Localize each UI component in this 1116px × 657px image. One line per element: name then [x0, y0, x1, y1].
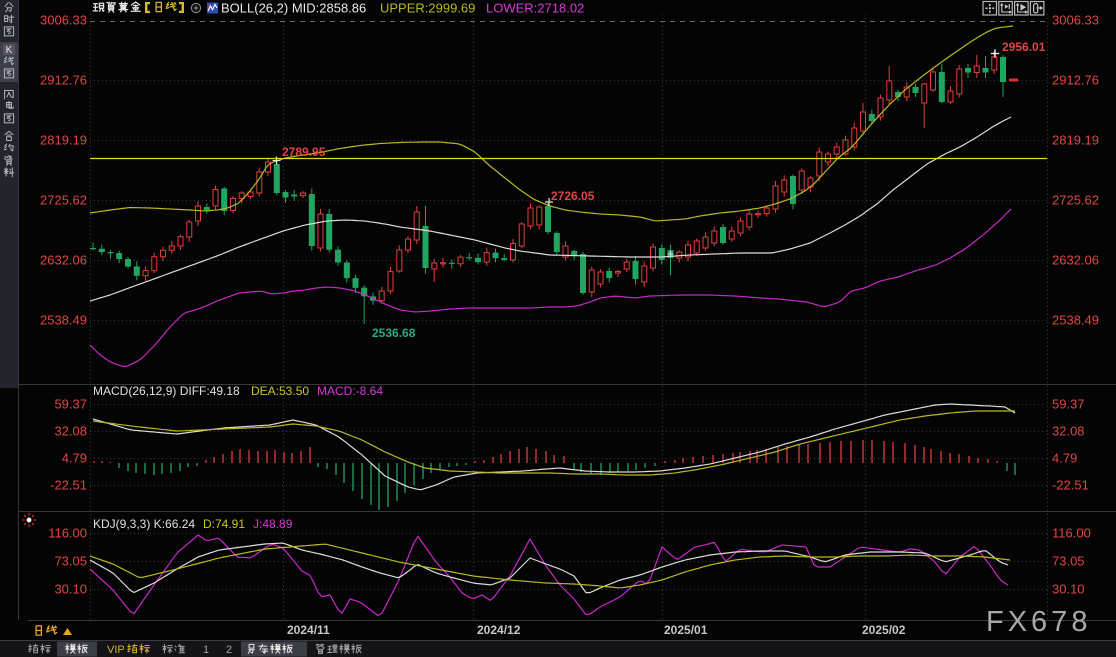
svg-text:1: 1	[203, 644, 209, 656]
svg-text:VIP: VIP	[107, 644, 125, 656]
svg-text:59.37: 59.37	[54, 397, 87, 412]
svg-text:MACD:-8.64: MACD:-8.64	[317, 384, 383, 398]
svg-text:4.79: 4.79	[62, 451, 87, 466]
svg-text:73.05: 73.05	[54, 554, 87, 569]
svg-text:116.00: 116.00	[48, 526, 87, 541]
svg-text:2725.62: 2725.62	[1052, 193, 1099, 208]
svg-text:2912.76: 2912.76	[40, 73, 87, 88]
svg-text:2632.06: 2632.06	[1052, 253, 1099, 268]
svg-text:116.00: 116.00	[1052, 526, 1091, 541]
svg-text:32.08: 32.08	[54, 424, 87, 439]
svg-text:KDJ(9,3,3) K:66.24: KDJ(9,3,3) K:66.24	[93, 517, 195, 531]
svg-text:-22.51: -22.51	[1052, 478, 1089, 493]
svg-text:2025/01: 2025/01	[664, 623, 708, 637]
svg-text:FX678: FX678	[986, 606, 1091, 638]
svg-text:2536.68: 2536.68	[372, 326, 416, 340]
svg-text:D:74.91: D:74.91	[203, 517, 245, 531]
svg-text:30.10: 30.10	[1052, 582, 1085, 597]
svg-text:2024/12: 2024/12	[477, 623, 521, 637]
svg-text:2726.05: 2726.05	[551, 189, 595, 203]
svg-text:2632.06: 2632.06	[40, 253, 87, 268]
svg-text:K: K	[6, 45, 13, 56]
svg-text:DEA:53.50: DEA:53.50	[251, 384, 309, 398]
svg-text:2024/11: 2024/11	[287, 623, 330, 637]
svg-text:2789.95: 2789.95	[282, 145, 326, 159]
svg-text:2538.49: 2538.49	[1052, 313, 1099, 328]
svg-text:59.37: 59.37	[1052, 397, 1085, 412]
svg-text:3006.33: 3006.33	[1052, 13, 1099, 28]
svg-text:2912.76: 2912.76	[1052, 73, 1099, 88]
svg-text:2819.19: 2819.19	[1052, 133, 1099, 148]
svg-text:3006.33: 3006.33	[40, 13, 87, 28]
svg-text:2538.49: 2538.49	[40, 313, 87, 328]
svg-text:J:48.89: J:48.89	[253, 517, 293, 531]
svg-text:2956.01: 2956.01	[1002, 40, 1046, 54]
svg-text:4.79: 4.79	[1052, 451, 1077, 466]
svg-text:2725.62: 2725.62	[40, 193, 87, 208]
svg-text:73.05: 73.05	[1052, 554, 1085, 569]
svg-text:2: 2	[226, 644, 232, 656]
svg-text:UPPER:2999.69: UPPER:2999.69	[380, 1, 475, 16]
svg-text:30.10: 30.10	[54, 582, 87, 597]
svg-text:LOWER:2718.02: LOWER:2718.02	[486, 1, 584, 16]
svg-text:MACD(26,12,9) DIFF:49.18: MACD(26,12,9) DIFF:49.18	[93, 384, 240, 398]
svg-text:2025/02: 2025/02	[862, 623, 906, 637]
svg-text:2819.19: 2819.19	[40, 133, 87, 148]
svg-text:32.08: 32.08	[1052, 424, 1085, 439]
svg-text:BOLL(26,2) MID:2858.86: BOLL(26,2) MID:2858.86	[221, 1, 366, 16]
svg-text:-22.51: -22.51	[50, 478, 87, 493]
